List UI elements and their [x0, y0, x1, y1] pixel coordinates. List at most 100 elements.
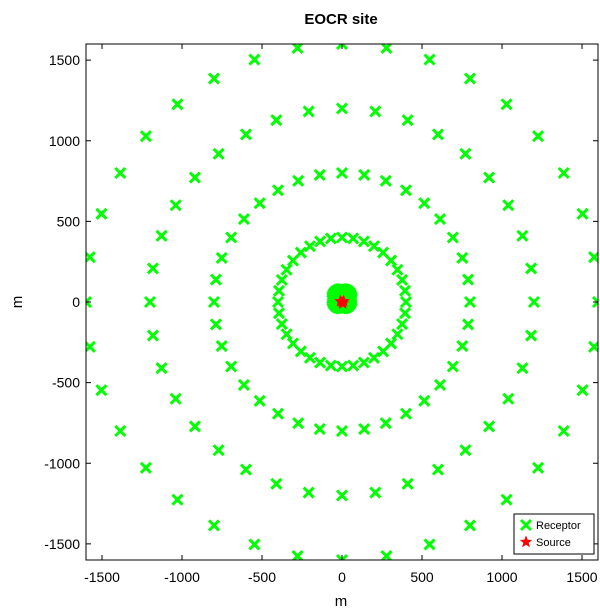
receptor-point — [314, 356, 327, 369]
receptor-point — [169, 199, 182, 212]
receptor-point — [377, 345, 390, 358]
receptor-point — [253, 394, 266, 407]
receptor-point — [139, 461, 152, 474]
receptor-point — [239, 128, 253, 141]
receptor-point — [324, 359, 337, 372]
y-tick-label: 500 — [57, 213, 81, 229]
receptor-point — [463, 519, 477, 532]
receptor-point — [396, 273, 409, 287]
receptor-point — [367, 351, 381, 364]
receptor-point — [209, 318, 223, 331]
receptor-point — [280, 263, 293, 276]
receptor-point — [270, 114, 283, 127]
receptor-point — [557, 166, 570, 180]
receptor-point — [446, 360, 459, 373]
receptor-point — [207, 295, 221, 309]
legend-label-source: Source — [536, 537, 571, 549]
source-point — [336, 296, 350, 310]
receptor-point — [418, 197, 431, 210]
receptor-point — [456, 251, 469, 264]
receptor-point — [171, 98, 184, 111]
x-tick-label: 0 — [338, 569, 346, 585]
receptor-point — [500, 493, 513, 506]
receptor-point — [303, 351, 317, 364]
receptor-point — [399, 295, 413, 309]
receptor-point — [431, 463, 445, 476]
plot-area — [85, 43, 599, 561]
receptor-point — [302, 486, 315, 499]
receptor-point — [398, 284, 412, 297]
receptor-point — [459, 444, 472, 457]
receptor-point — [303, 240, 317, 253]
receptor-point — [335, 231, 349, 244]
receptor-point — [357, 356, 370, 369]
receptor-point — [270, 477, 283, 490]
y-tick-label: -1000 — [44, 455, 80, 471]
receptor-point — [384, 254, 398, 267]
receptor-point — [532, 461, 545, 474]
receptor-point — [86, 251, 96, 264]
receptor-point — [314, 235, 327, 248]
receptor-point — [313, 168, 326, 182]
receptor-point — [209, 273, 223, 286]
y-axis: -1500 -1000 -500 0 500 1000 1500 — [44, 52, 598, 552]
receptor-point — [399, 184, 413, 197]
receptor-point — [146, 329, 159, 342]
receptor-point — [95, 207, 108, 220]
receptor-point — [215, 340, 228, 353]
receptor-point — [357, 235, 370, 248]
receptor-point — [248, 53, 261, 66]
receptor-point — [525, 262, 538, 275]
receptor-point — [334, 283, 347, 296]
receptor-point — [502, 392, 515, 405]
receptor-point — [532, 130, 545, 143]
receptor-point — [302, 105, 315, 118]
receptor-point — [527, 295, 541, 309]
receptor-point — [588, 251, 598, 264]
receptor-point — [272, 307, 286, 320]
receptor-point — [379, 174, 392, 187]
receptor-point — [215, 251, 228, 264]
receptor-point — [291, 550, 304, 560]
x-tick-label: 1500 — [566, 569, 597, 585]
receptor-point — [280, 328, 293, 341]
receptor-point — [292, 417, 305, 430]
receptor-point — [155, 362, 168, 375]
receptor-point — [335, 44, 349, 51]
receptor-point — [379, 417, 392, 430]
legend-marker-source — [519, 535, 533, 548]
receptor-point — [114, 166, 127, 180]
receptor-point — [253, 197, 266, 210]
receptor-point — [188, 420, 201, 433]
receptor-point — [335, 360, 349, 373]
receptor-point — [239, 463, 253, 476]
receptor-point — [367, 240, 381, 253]
receptor-point — [225, 231, 238, 244]
receptor-point — [369, 105, 382, 118]
receptor-point — [212, 147, 225, 160]
y-axis-title: m — [9, 296, 26, 309]
x-axis-title: m — [335, 593, 348, 610]
receptor-point — [483, 171, 496, 184]
receptor-point — [335, 553, 349, 560]
receptor-point — [347, 359, 360, 372]
y-tick-label: -500 — [52, 375, 80, 391]
receptor-point — [461, 318, 475, 331]
receptor-point — [463, 295, 477, 309]
receptor-point — [557, 424, 570, 438]
receptor-point — [502, 199, 515, 212]
receptor-point — [358, 168, 371, 182]
receptor-point — [335, 489, 349, 502]
y-tick-label: 1500 — [49, 52, 80, 68]
x-axis: -1500 -1000 -500 0 500 1000 1500 — [84, 44, 598, 585]
receptor-point — [500, 98, 513, 111]
receptor-point — [399, 407, 413, 420]
receptor-point — [237, 378, 251, 391]
receptor-point — [380, 44, 393, 54]
receptor-point — [446, 231, 459, 244]
receptor-point — [324, 232, 337, 245]
receptor-point — [516, 229, 529, 242]
receptor-point — [188, 171, 201, 184]
receptor-point — [335, 424, 349, 438]
receptor-point — [347, 232, 360, 245]
